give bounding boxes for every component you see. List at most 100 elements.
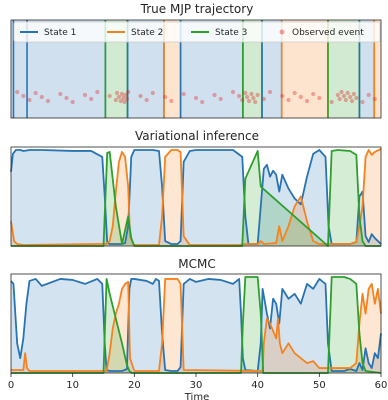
- legend-label-state3: State 3: [215, 28, 247, 38]
- event-point-17: [119, 91, 125, 97]
- event-point-38: [246, 98, 252, 104]
- event-point-43: [261, 96, 266, 102]
- event-point-22: [126, 89, 131, 95]
- event-point-8: [70, 99, 75, 105]
- legend-label-state2: State 2: [131, 28, 163, 38]
- event-point-39: [249, 91, 254, 97]
- event-point-51: [317, 95, 322, 101]
- legend: State 1 State 2 State 3 Observed event: [13, 21, 381, 43]
- event-point-40: [251, 95, 256, 101]
- event-point-5: [45, 98, 51, 104]
- legend-label-state1: State 1: [44, 28, 76, 38]
- event-point-45: [280, 93, 285, 99]
- event-point-6: [58, 91, 63, 97]
- x-tick-label-3: 30: [190, 380, 203, 391]
- event-point-46: [286, 97, 291, 103]
- event-point-60: [349, 98, 355, 104]
- event-point-19: [122, 99, 127, 105]
- event-point-11: [95, 89, 100, 95]
- segment-1: [105, 20, 128, 118]
- panel-variational-inference: [10, 146, 382, 247]
- x-tick-label-0: 0: [8, 380, 14, 391]
- event-point-9: [82, 92, 88, 98]
- event-point-7: [64, 95, 69, 101]
- series-area-1: [11, 149, 381, 246]
- event-point-48: [298, 94, 303, 100]
- x-tick-label-5: 50: [313, 380, 326, 391]
- event-point-20: [123, 92, 128, 98]
- event-point-14: [114, 90, 120, 96]
- x-axis: 0 10 20 30 40 50 60: [8, 373, 388, 391]
- x-tick-label-1: 10: [66, 380, 79, 391]
- panel1-title: True MJP trajectory: [140, 2, 254, 16]
- event-point-24: [144, 97, 149, 103]
- x-tick-label-2: 20: [128, 380, 141, 391]
- event-point-1: [21, 93, 26, 99]
- event-point-32: [218, 96, 223, 102]
- event-point-33: [230, 89, 236, 95]
- event-point-44: [267, 89, 273, 95]
- event-point-37: [245, 94, 250, 100]
- series-area-3: [11, 149, 381, 246]
- panel2-title: Variational inference: [135, 129, 259, 143]
- segment-3: [163, 20, 181, 118]
- event-point-47: [292, 90, 297, 96]
- series-area-3: [11, 276, 381, 373]
- event-point-3: [33, 90, 38, 96]
- event-point-63: [360, 99, 365, 105]
- segment-9: [359, 20, 375, 118]
- event-point-27: [169, 98, 174, 104]
- event-point-25: [150, 90, 155, 96]
- panel-true-trajectory: [10, 19, 382, 119]
- event-point-56: [341, 93, 347, 99]
- event-point-42: [255, 92, 260, 98]
- event-point-61: [351, 91, 356, 97]
- panel-mcmc: [10, 273, 382, 374]
- event-point-23: [138, 93, 143, 99]
- panel2-frame: [10, 146, 382, 247]
- event-point-41: [253, 99, 258, 105]
- event-point-15: [116, 94, 122, 100]
- event-point-62: [354, 95, 359, 101]
- event-point-18: [121, 95, 126, 101]
- event-point-12: [107, 93, 112, 99]
- event-point-65: [372, 96, 377, 102]
- legend-label-event: Observed event: [292, 28, 364, 38]
- event-point-54: [337, 96, 342, 102]
- series-line-2: [11, 278, 382, 372]
- event-point-49: [304, 98, 310, 104]
- event-point-55: [339, 89, 344, 95]
- event-point-50: [311, 91, 316, 97]
- x-tick-label-4: 40: [251, 380, 264, 391]
- segment-6: [261, 20, 282, 118]
- event-point-2: [27, 97, 32, 103]
- legend-swatch-event: [279, 29, 285, 35]
- event-point-13: [113, 97, 118, 103]
- segment-10: [374, 20, 381, 118]
- event-point-59: [348, 94, 353, 100]
- event-point-30: [200, 99, 205, 105]
- series-area-2: [11, 278, 381, 373]
- event-point-31: [212, 92, 217, 98]
- event-point-21: [124, 96, 130, 102]
- event-point-29: [193, 95, 199, 101]
- event-point-57: [343, 97, 348, 103]
- panel1-frame: [10, 19, 382, 119]
- segment-5: [242, 20, 262, 118]
- event-point-58: [345, 90, 350, 96]
- event-point-34: [237, 93, 242, 99]
- event-point-64: [366, 92, 371, 98]
- x-axis-label: Time: [184, 392, 209, 400]
- event-point-26: [163, 94, 168, 100]
- series-line-3: [11, 276, 382, 374]
- event-point-35: [240, 97, 245, 103]
- event-point-4: [39, 94, 44, 100]
- x-tick-label-6: 60: [375, 380, 388, 391]
- panel3-title: MCMC: [178, 257, 215, 271]
- event-point-28: [181, 91, 186, 97]
- event-point-16: [118, 98, 123, 104]
- event-point-10: [89, 96, 94, 102]
- event-point-36: [243, 90, 248, 96]
- event-point-0: [15, 89, 20, 95]
